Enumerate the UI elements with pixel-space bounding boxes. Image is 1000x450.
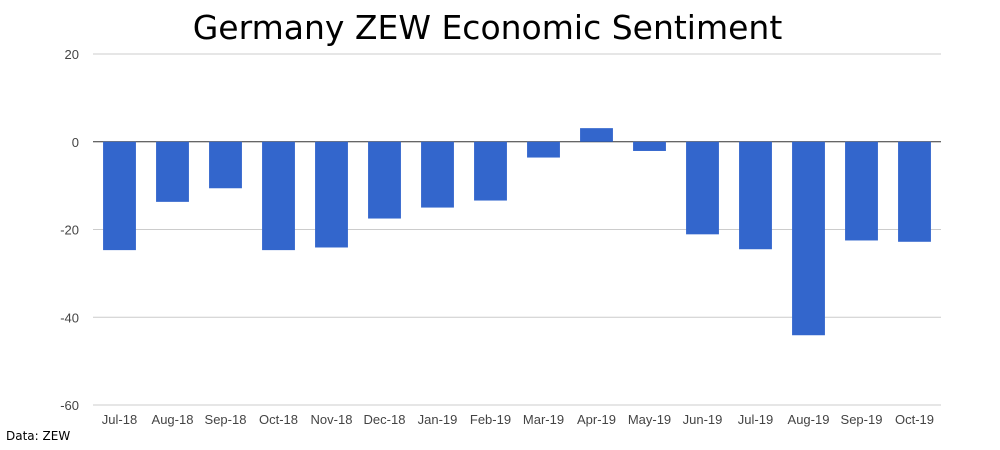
bar: [421, 141, 454, 208]
bar: [686, 141, 719, 235]
x-tick-label: Mar-19: [523, 412, 564, 427]
x-tick-label: Aug-19: [788, 412, 830, 427]
x-tick-label: Jul-18: [102, 412, 137, 427]
bar: [898, 141, 931, 242]
x-tick-label: Feb-19: [470, 412, 511, 427]
bar: [315, 141, 348, 248]
x-tick-label: Jan-19: [418, 412, 458, 427]
data-source-note: Data: ZEW: [6, 429, 71, 443]
x-tick-label: Nov-18: [311, 412, 353, 427]
y-tick-label: -40: [60, 310, 79, 325]
bar: [739, 141, 772, 250]
bar: [368, 141, 401, 219]
bar: [474, 141, 507, 201]
x-tick-label: Oct-18: [259, 412, 298, 427]
x-tick-label: Aug-18: [152, 412, 194, 427]
x-tick-label: Dec-18: [364, 412, 406, 427]
bar: [262, 141, 295, 251]
x-tick-label: Jun-19: [683, 412, 723, 427]
y-axis-ticks: 20 0 -20 -40 -60: [60, 47, 79, 413]
x-tick-label: Sep-18: [205, 412, 247, 427]
bar: [103, 141, 136, 251]
y-tick-label: 0: [72, 135, 79, 150]
x-axis-ticks: Jul-18 Aug-18 Sep-18 Oct-18 Nov-18 Dec-18 Jan-…: [102, 412, 934, 427]
x-tick-label: Oct-19: [895, 412, 934, 427]
x-tick-label: Sep-19: [841, 412, 883, 427]
y-tick-label: -20: [60, 223, 79, 238]
x-tick-label: Apr-19: [577, 412, 616, 427]
bar: [156, 141, 189, 202]
bar: [580, 128, 613, 142]
x-tick-label: Jul-19: [738, 412, 773, 427]
bar: [633, 141, 666, 151]
y-tick-label: -60: [60, 398, 79, 413]
bar: [209, 141, 242, 189]
y-tick-label: 20: [65, 47, 79, 62]
x-tick-label: May-19: [628, 412, 671, 427]
chart-title: Germany ZEW Economic Sentiment: [192, 8, 783, 47]
bar: [792, 141, 825, 336]
bar: [527, 141, 560, 158]
bars: [103, 128, 931, 336]
bar: [845, 141, 878, 241]
